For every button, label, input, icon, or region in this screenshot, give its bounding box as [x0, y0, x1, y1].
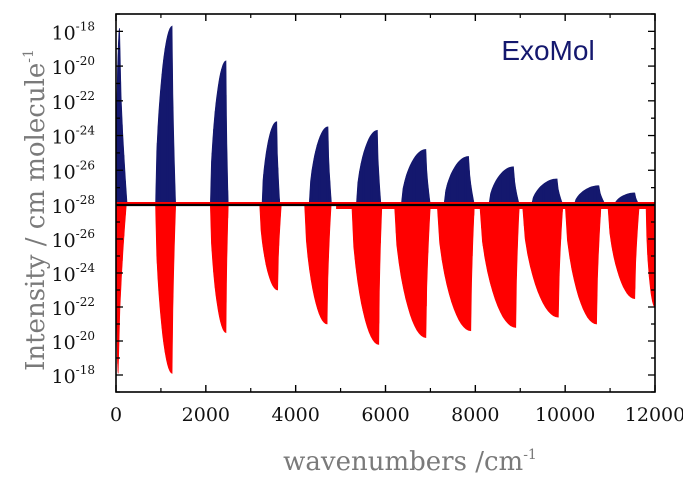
top-band-6-lines: [357, 130, 381, 205]
x-tick-label-0: 0: [110, 404, 122, 426]
bottom-band-10-lines: [523, 205, 563, 318]
top-band-1: [115, 28, 128, 206]
bottom-continuum: [336, 205, 655, 209]
bottom-band-9: [479, 204, 520, 328]
bottom-band-4-lines: [261, 205, 281, 290]
top-baseline-lines: [116, 202, 655, 205]
x-tick-label-2: 4000: [271, 404, 319, 426]
bottom-band-1-lines: [117, 205, 126, 364]
axis-ticks: [115, 13, 656, 393]
bottom-y-tick-label-1: 10-24: [51, 261, 95, 286]
bottom-y-tick-label-4: 10-18: [51, 363, 95, 388]
bottom-band-3-lines: [211, 205, 229, 332]
bottom-panel-bands: [115, 204, 656, 374]
x-tick-labels: 0 2000 4000 6000 8000 10000 12000: [110, 404, 683, 426]
top-band-4: [261, 121, 281, 206]
bottom-band-9-lines: [481, 205, 519, 328]
x-tick-label-6: 12000: [625, 404, 683, 426]
bottom-band-5-lines: [306, 205, 331, 324]
x-tick-label-5: 10000: [535, 404, 595, 426]
top-panel-bands: [115, 25, 655, 206]
top-band-4-lines: [263, 121, 280, 205]
bottom-y-tick-labels: 10-26 10-24 10-22 10-20 10-18: [51, 227, 95, 388]
bottom-band-10: [522, 204, 564, 318]
top-band-9-lines: [490, 166, 520, 205]
top-y-tick-labels: 10-18 10-20 10-22 10-24 10-26 10-28: [51, 19, 95, 218]
exomol-annotation: ExoMol: [501, 35, 594, 66]
bottom-band-8-lines: [438, 205, 475, 331]
x-tick-label-3: 6000: [361, 404, 409, 426]
top-band-3: [209, 60, 229, 206]
top-y-tick-label-5: 10-28: [51, 193, 95, 218]
bottom-band-6-lines: [353, 205, 381, 345]
top-y-tick-label-0: 10-18: [51, 19, 95, 44]
top-band-2-lines: [156, 26, 175, 205]
bottom-y-tick-label-2: 10-22: [51, 295, 95, 320]
bottom-band-11-lines: [566, 205, 601, 324]
top-y-tick-label-1: 10-20: [51, 54, 95, 79]
top-y-tick-label-4: 10-26: [51, 158, 95, 183]
top-band-3-lines: [211, 61, 229, 205]
top-y-tick-label-3: 10-24: [51, 124, 95, 149]
bottom-band-2-lines: [156, 205, 175, 373]
bottom-band-8: [436, 204, 475, 332]
bottom-y-tick-label-0: 10-26: [51, 227, 95, 252]
top-band-5-lines: [310, 127, 332, 205]
bottom-band-3: [209, 204, 229, 334]
top-y-tick-label-2: 10-22: [51, 89, 95, 114]
bottom-band-7-lines: [395, 205, 430, 338]
bottom-y-tick-label-3: 10-20: [51, 329, 95, 354]
x-axis-label: wavenumbers /cm-1: [283, 447, 537, 477]
bottom-band-12-lines: [609, 205, 639, 299]
x-tick-label-4: 8000: [451, 404, 499, 426]
x-tick-label-1: 2000: [182, 404, 230, 426]
y-axis-label: Intensity / cm molecule-1: [21, 49, 51, 371]
